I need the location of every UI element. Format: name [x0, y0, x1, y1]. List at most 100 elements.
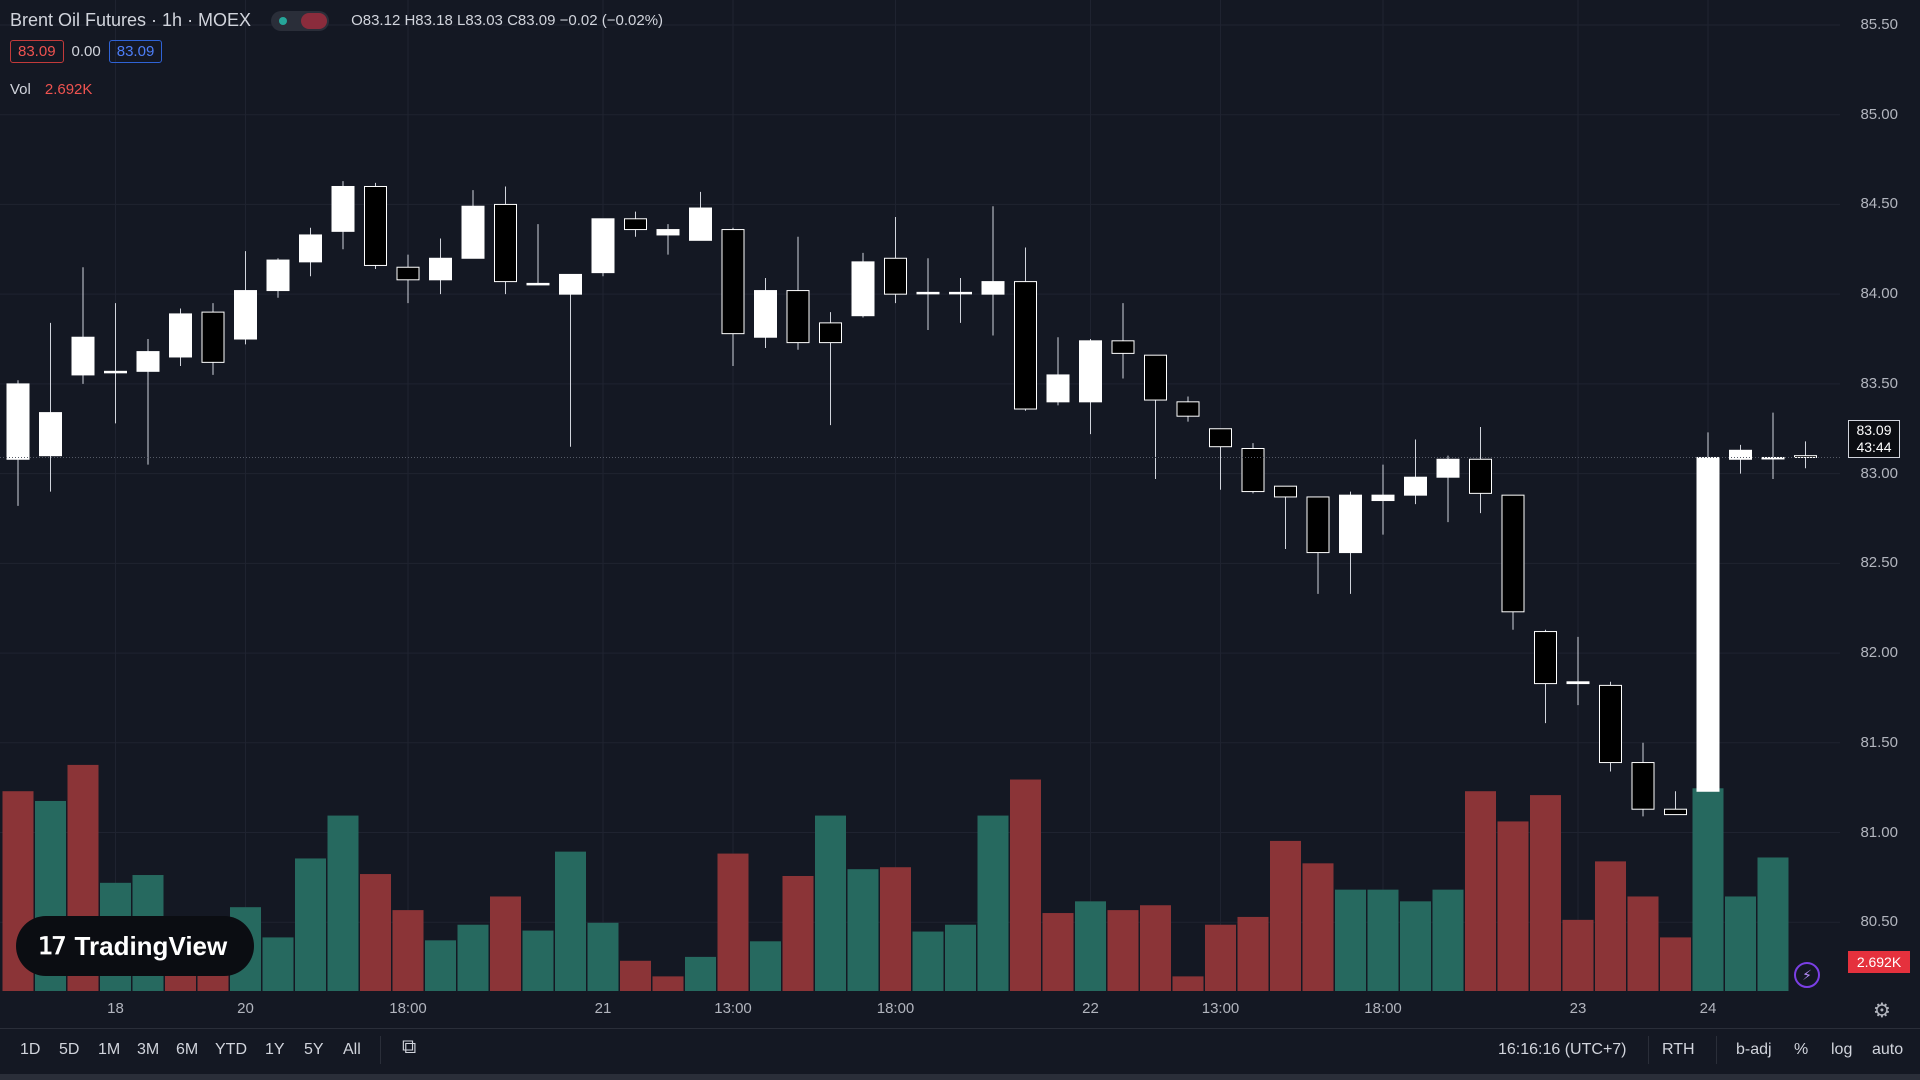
candle-body: [1274, 485, 1297, 498]
time-tick-label: 18: [107, 1000, 124, 1017]
price-tick-label: 82.50: [1860, 554, 1898, 572]
volume-label[interactable]: Vol: [10, 81, 31, 98]
time-tick-label: 23: [1569, 1000, 1587, 1017]
volume-bar: [392, 910, 424, 991]
volume-bar: [1595, 861, 1626, 991]
candle-body: [1014, 281, 1037, 410]
volume-bar: [1042, 913, 1074, 991]
ohlc-high: H83.18: [404, 12, 453, 29]
timeframe-button-1m[interactable]: 1M: [98, 1041, 121, 1058]
candle-body: [1079, 340, 1102, 403]
time-tick-label: 20: [237, 1000, 254, 1017]
time-tick-label: 21: [594, 1000, 612, 1017]
timeframe-button-1d[interactable]: 1D: [20, 1041, 41, 1058]
bottom-toolbar: [0, 1028, 1920, 1075]
tradingview-mark-icon: 𝟣𝟩: [38, 932, 67, 960]
timeframe-button-5d[interactable]: 5D: [59, 1041, 80, 1058]
volume-bar: [652, 976, 684, 991]
adjustment-button[interactable]: b-adj: [1736, 1041, 1772, 1058]
volume-bar: [1465, 791, 1496, 991]
candle-body: [591, 218, 615, 274]
tradingview-logo[interactable]: 𝟣𝟩 TradingView: [16, 916, 254, 976]
time-tick-label: 18:00: [876, 1000, 915, 1017]
symbol-title[interactable]: Brent Oil Futures · 1h · MOEX: [10, 10, 252, 30]
volume-bar: [587, 922, 619, 991]
candle-body: [1566, 681, 1590, 685]
compare-icon[interactable]: ⧉: [402, 1036, 417, 1058]
volume-bar: [295, 858, 326, 991]
toolbar-separator: [380, 1036, 381, 1064]
gear-icon[interactable]: ⚙: [1873, 1000, 1891, 1022]
candle-body: [624, 218, 647, 231]
candle-body: [754, 290, 777, 338]
timeframe-button-6m[interactable]: 6M: [176, 1041, 199, 1058]
volume-bar: [912, 931, 944, 991]
volume-bar: [425, 940, 456, 991]
candle-body: [1339, 494, 1362, 554]
candle-body: [396, 266, 420, 281]
session-button[interactable]: RTH: [1662, 1041, 1695, 1058]
candle-body: [1371, 494, 1395, 502]
buy-price-button[interactable]: 83.09: [108, 40, 163, 63]
market-status-pill[interactable]: [271, 10, 330, 31]
time-tick-label: 13:00: [1201, 1000, 1240, 1017]
ohlc-change: −0.02 (−0.02%): [559, 12, 664, 29]
volume-bar: [555, 851, 586, 991]
volume-bar: [1692, 788, 1724, 991]
price-tick-label: 83.50: [1860, 374, 1898, 392]
time-tick-label: 18:00: [389, 1000, 427, 1017]
volume-bar: [197, 971, 229, 991]
volume-bar: [327, 815, 359, 991]
timeframe-button-3m[interactable]: 3M: [137, 1041, 160, 1058]
volume-bar: [1302, 863, 1334, 991]
lightning-icon[interactable]: ⚡: [1794, 962, 1820, 988]
timeframe-button-5y[interactable]: 5Y: [304, 1041, 324, 1058]
candle-body: [364, 185, 387, 266]
volume-bar: [847, 869, 879, 991]
price-tick-label: 84.50: [1860, 195, 1898, 213]
percent-scale-button[interactable]: %: [1794, 1041, 1809, 1058]
volume-bar: [717, 853, 749, 991]
bid-ask-row: 83.09 0.00 83.09: [10, 40, 163, 63]
timeframe-button-1y[interactable]: 1Y: [265, 1041, 285, 1058]
candle-body: [1664, 808, 1687, 816]
candlesticks: [6, 181, 1817, 817]
volume-bar: [360, 874, 391, 991]
volume-bar: [880, 867, 911, 991]
volume-bar: [945, 924, 976, 991]
volume-legend: Vol 2.692K: [10, 81, 92, 98]
volume-bar: [815, 815, 846, 991]
market-open-dot: [279, 16, 288, 25]
candle-body: [689, 207, 712, 241]
last-price-value: 83.09: [1856, 422, 1892, 438]
candle-body: [916, 291, 940, 295]
last-price-label: 83.09 43:44: [1848, 420, 1900, 458]
volume-bar: [1562, 919, 1594, 991]
logo-text: TradingView: [74, 930, 228, 961]
price-tick-label: 85.50: [1860, 15, 1898, 33]
timeframe-button-all[interactable]: All: [343, 1041, 361, 1058]
sell-price-button[interactable]: 83.09: [10, 40, 64, 63]
volume-bar: [1140, 905, 1171, 991]
candle-body: [1209, 428, 1232, 448]
volume-bar: [685, 956, 716, 991]
volume-bar: [1172, 976, 1204, 991]
candle-body: [169, 313, 192, 358]
clock-time[interactable]: 16:16:16 (UTC+7): [1498, 1041, 1627, 1058]
volume-bar: [1010, 779, 1041, 991]
time-tick-label: 24: [1699, 1000, 1717, 1017]
ohlc-close: C83.09: [507, 12, 556, 29]
log-scale-button[interactable]: log: [1831, 1041, 1853, 1058]
volume-bar: [1205, 924, 1236, 991]
candle-body: [656, 229, 680, 236]
auto-scale-button[interactable]: auto: [1872, 1041, 1904, 1058]
candle-body: [1501, 494, 1525, 613]
volume-bar: [457, 924, 489, 991]
candle-body: [851, 261, 875, 317]
timeframe-button-ytd[interactable]: YTD: [215, 1041, 247, 1058]
candle-body: [6, 383, 30, 460]
price-tick-label: 82.00: [1860, 644, 1898, 662]
volume-bar: [782, 876, 814, 991]
volume-bar: [1757, 857, 1789, 991]
